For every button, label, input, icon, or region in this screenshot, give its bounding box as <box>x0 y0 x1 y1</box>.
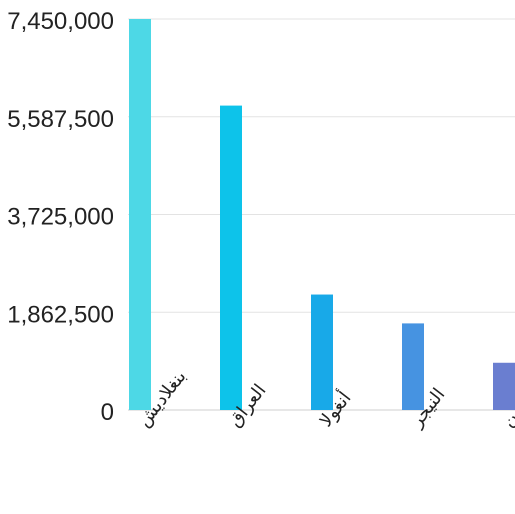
bar <box>129 19 151 410</box>
gridlines <box>128 18 515 411</box>
bar <box>220 105 242 410</box>
bars <box>129 19 515 410</box>
y-tick-label: 7,450,000 <box>7 8 114 35</box>
y-tick-label: 5,587,500 <box>7 106 114 133</box>
y-tick-label: 1,862,500 <box>7 301 114 328</box>
bar <box>311 294 333 410</box>
y-tick-label: 3,725,000 <box>7 204 114 231</box>
y-axis-tick-labels: 0 1,862,500 3,725,000 5,587,500 7,450,000 <box>7 8 114 426</box>
bar <box>402 323 424 410</box>
y-tick-label: 0 <box>101 399 114 426</box>
bar <box>493 362 515 410</box>
